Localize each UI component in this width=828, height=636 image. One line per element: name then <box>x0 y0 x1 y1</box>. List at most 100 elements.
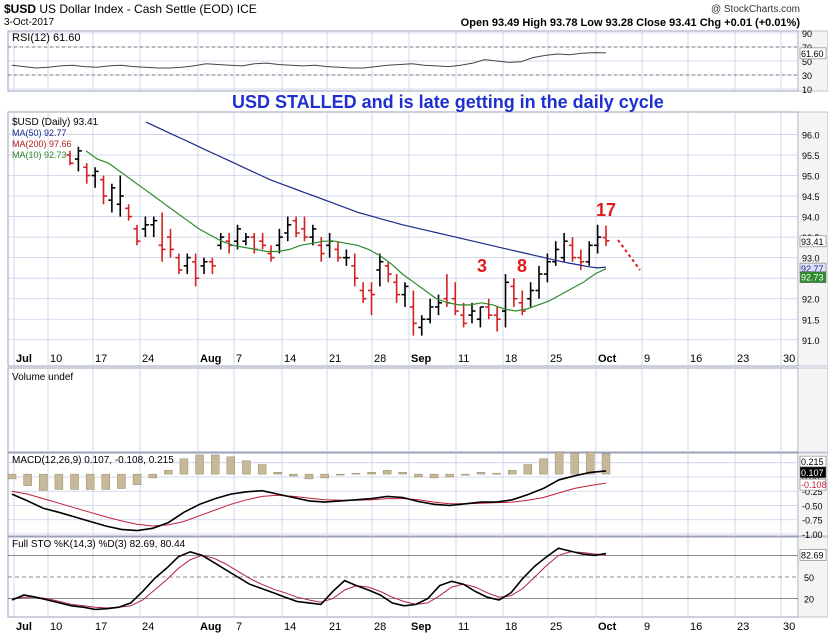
macd-hist-bar <box>7 473 17 480</box>
price-bar <box>167 228 174 258</box>
macd-hist-bar <box>320 473 329 479</box>
sto-k-line <box>11 547 607 611</box>
price-bar <box>342 249 350 266</box>
price-bar <box>183 253 191 275</box>
price-bar <box>275 228 283 254</box>
x-label-price-2: 17 <box>95 353 107 365</box>
macd-hist-bar <box>226 456 236 475</box>
macd-hist-bar <box>539 458 548 475</box>
macd-hist-bar <box>445 473 454 478</box>
price-bar <box>309 224 317 246</box>
x-label-bottom-9: Sep <box>411 621 431 633</box>
x-label-bottom-6: 14 <box>284 621 296 633</box>
x-label-price-0: Jul <box>16 353 32 365</box>
price-bar <box>560 233 568 262</box>
vol-axis-strip <box>797 367 828 453</box>
macd-hist-bar <box>508 470 517 475</box>
price-bar <box>74 146 82 172</box>
x-label-bottom-7: 21 <box>329 621 341 633</box>
macd-tick-5: -1.00 <box>802 530 823 540</box>
x-label-bottom-8: 28 <box>374 621 386 633</box>
macd-hist-tag: 0.215 <box>801 457 824 467</box>
macd-title: MACD(12,26,9) 0.107, -0.108, 0.215 <box>12 455 174 466</box>
x-label-price-4: Aug <box>200 353 221 365</box>
x-label-bottom-16: 23 <box>737 621 749 633</box>
macd-tick-2: -0.25 <box>802 487 823 497</box>
price-bar <box>242 233 250 246</box>
macd-tick-4: -0.75 <box>802 516 823 526</box>
price-title: $USD (Daily) 93.41 <box>12 117 99 128</box>
x-label-price-11: 18 <box>505 353 517 365</box>
macd-hist-bar <box>39 473 48 491</box>
instrument-name: US Dollar Index - Cash Settle (EOD) <box>39 2 234 16</box>
price-bar <box>301 216 308 242</box>
price-bar <box>234 224 241 250</box>
macd-hist-bar <box>211 454 220 475</box>
price-bar <box>150 216 158 238</box>
macd-signal-line <box>11 482 607 527</box>
sto-value-tag-bg <box>799 549 827 561</box>
macd-hist-bar <box>179 458 189 475</box>
ohlc-summary: Open 93.49 High 93.78 Low 93.28 Close 93… <box>460 17 800 29</box>
price-bar <box>401 282 409 307</box>
price-bar <box>409 290 417 336</box>
annotation-headline: USD STALLED and is late getting in the d… <box>232 92 664 112</box>
macd-hist-bar <box>242 460 251 475</box>
x-label-bottom-3: 24 <box>142 621 154 633</box>
ma10-line <box>85 150 607 312</box>
macd-hist-bar <box>476 471 486 475</box>
sto-title: Full STO %K(14,3) %D(3) 82.69, 80.44 <box>12 539 186 550</box>
ma50-tag: 92.77 <box>801 264 824 274</box>
price-bar <box>518 290 526 316</box>
price-bar <box>208 257 216 275</box>
price-bar <box>334 241 342 262</box>
price-tick-0: 96.0 <box>802 130 820 140</box>
macd-hist-bar <box>304 473 314 480</box>
macd-tick-3: -0.50 <box>802 501 823 511</box>
price-bar <box>476 306 484 328</box>
price-bar <box>376 253 384 287</box>
macd-hist-bar <box>257 464 267 475</box>
x-label-price-9: Sep <box>411 353 431 365</box>
x-label-bottom-17: 30 <box>783 621 795 633</box>
rsi-tick-3: 30 <box>802 71 812 81</box>
rsi-tick-4: 10 <box>802 85 812 95</box>
price-bar <box>535 265 543 299</box>
macd-line-tag-bg <box>799 466 827 479</box>
macd-hist-bar <box>117 473 126 489</box>
x-label-bottom-1: 10 <box>50 621 62 633</box>
x-label-price-3: 24 <box>142 353 154 365</box>
price-legend-2: MA(10) 92.73 <box>12 150 67 160</box>
macd-hist-bar <box>351 472 361 475</box>
x-label-bottom-4: Aug <box>200 621 221 633</box>
macd-hist-bar <box>382 470 392 475</box>
price-bar <box>133 224 141 246</box>
x-label-price-10: 11 <box>458 353 469 365</box>
price-legend-1: MA(200) 97.66 <box>12 139 72 149</box>
cycle-count-17: 17 <box>596 200 616 220</box>
sto-tick-2: 20 <box>804 595 814 605</box>
macd-hist-bar <box>70 473 79 490</box>
price-bar <box>91 167 99 188</box>
macd-signal-tag: -0.108 <box>801 480 827 490</box>
rsi-line <box>11 52 607 69</box>
price-bar <box>292 216 300 238</box>
price-tick-4: 94.0 <box>802 213 820 223</box>
macd-hist-bar <box>554 451 564 475</box>
price-bar <box>485 298 493 320</box>
price-bar <box>66 150 74 166</box>
price-bar <box>108 183 116 213</box>
price-bar <box>284 216 292 242</box>
x-label-price-14: 9 <box>644 353 650 365</box>
ma50-line <box>145 121 607 269</box>
price-bar <box>175 253 183 275</box>
macd-signal-tag-bg <box>799 478 827 491</box>
macd-hist-bar <box>492 472 501 475</box>
price-bar <box>527 282 535 307</box>
price-bar <box>83 163 91 184</box>
macd-hist-bar <box>414 473 423 478</box>
x-label-price-16: 23 <box>737 353 749 365</box>
price-panel-frame <box>7 111 799 367</box>
x-label-price-13: Oct <box>598 353 617 365</box>
